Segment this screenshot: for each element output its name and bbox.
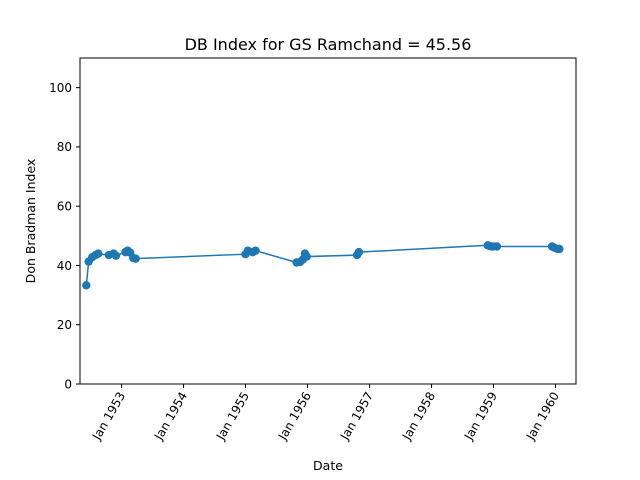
y-tick-label: 60 bbox=[57, 199, 72, 213]
y-axis-label: Don Bradman Index bbox=[23, 159, 38, 284]
y-tick-label: 40 bbox=[57, 259, 72, 273]
data-point bbox=[354, 247, 364, 257]
data-point bbox=[251, 246, 260, 255]
y-tick-label: 20 bbox=[57, 318, 72, 332]
x-axis-label: Date bbox=[313, 458, 343, 473]
y-tick-label: 80 bbox=[57, 140, 72, 154]
plot-area bbox=[82, 241, 564, 290]
data-point bbox=[131, 254, 140, 263]
data-point bbox=[302, 252, 311, 261]
data-point bbox=[93, 249, 103, 258]
data-point bbox=[82, 281, 91, 290]
data-point bbox=[555, 244, 564, 254]
y-tick-label: 100 bbox=[49, 81, 72, 95]
y-axis: 0 20 40 60 80 100 bbox=[49, 81, 80, 391]
y-tick-label: 0 bbox=[64, 377, 72, 391]
data-point bbox=[492, 242, 502, 251]
chart-title: DB Index for GS Ramchand = 45.56 bbox=[185, 35, 472, 54]
axes-frame bbox=[79, 57, 577, 385]
data-point bbox=[111, 251, 121, 260]
